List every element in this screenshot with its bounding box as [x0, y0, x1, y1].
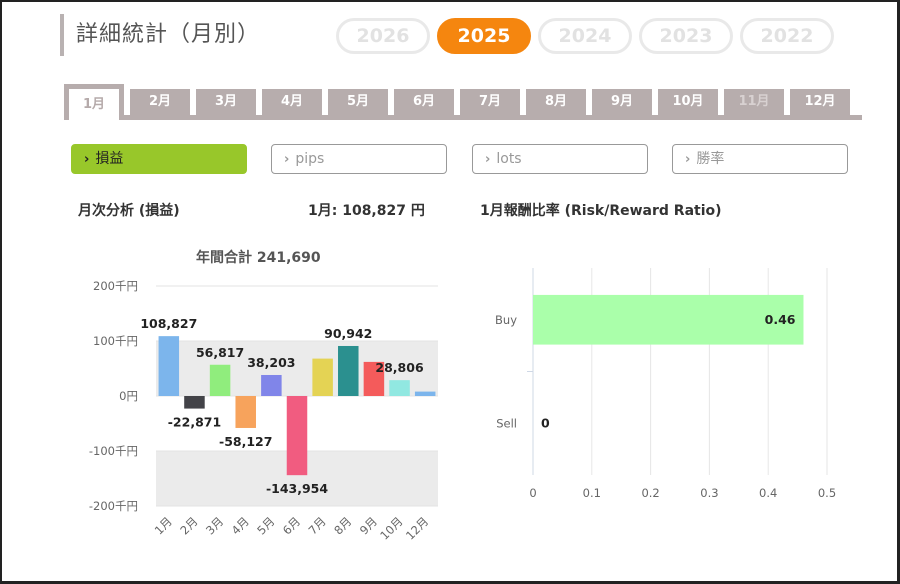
tab-month-6[interactable]: 6月 [394, 89, 454, 115]
chevron-right-icon: › [284, 152, 290, 167]
x-tick-label: 8月 [331, 514, 354, 537]
year-button-2022[interactable]: 2022 [740, 18, 834, 54]
data-label: 38,203 [247, 355, 295, 370]
x-tick-label: 3月 [203, 514, 226, 537]
x-tick-label: 7月 [306, 514, 329, 537]
bar-3月 [209, 364, 231, 396]
x-tick-label: 5月 [254, 514, 277, 537]
year-button-2026[interactable]: 2026 [336, 18, 430, 54]
data-label: -58,127 [219, 434, 272, 449]
metric-label: pips [295, 151, 325, 167]
y-tick-label: -200千円 [89, 499, 138, 513]
metric-button-winrate[interactable]: › 勝率 [672, 144, 848, 174]
bar-8月 [338, 345, 359, 396]
tab-month-5[interactable]: 5月 [328, 89, 388, 115]
category-label: Buy [495, 313, 517, 327]
tab-month-7[interactable]: 7月 [460, 89, 520, 115]
metric-button-profit[interactable]: › 損益 [71, 144, 247, 174]
data-label: -22,871 [168, 415, 221, 430]
chevron-right-icon: › [84, 152, 90, 167]
bar-12月 [414, 391, 436, 396]
x-tick-label: 0.1 [583, 486, 601, 500]
x-tick-label: 1月 [152, 514, 175, 537]
metric-label: 損益 [95, 151, 124, 167]
bar-10月 [389, 380, 410, 396]
month-tabs: 1月 2月 3月 4月 5月 6月 7月 8月 9月 10月 11月 12月 [64, 84, 862, 120]
x-tick-label: 6月 [280, 514, 303, 537]
y-tick-label: -100千円 [89, 444, 138, 458]
x-tick-label: 4月 [229, 514, 252, 537]
annual-total: 年間合計 241,690 [196, 250, 321, 266]
tab-month-8[interactable]: 8月 [526, 89, 586, 115]
page-title-block: 詳細統計（月別） [60, 14, 260, 56]
x-tick-label: 0.4 [759, 486, 777, 500]
year-button-2024[interactable]: 2024 [538, 18, 632, 54]
risk-reward-title: 1月報酬比率 (Risk/Reward Ratio) [480, 203, 722, 219]
y-tick-label: 100千円 [93, 334, 138, 348]
data-label: 28,806 [375, 360, 424, 375]
bar-9月 [363, 361, 385, 396]
x-tick-label: 9月 [357, 514, 380, 537]
metric-label: lots [496, 151, 522, 167]
month-value: 1月: 108,827 円 [308, 203, 425, 219]
x-tick-label: 2月 [177, 514, 200, 537]
x-tick-label: 10月 [377, 514, 405, 542]
data-label: 56,817 [196, 345, 244, 360]
tab-month-11[interactable]: 11月 [724, 89, 784, 115]
tab-month-1[interactable]: 1月 [64, 84, 124, 120]
chevron-right-icon: › [685, 152, 691, 167]
metric-button-pips[interactable]: › pips [271, 144, 447, 174]
tab-month-10[interactable]: 10月 [658, 89, 718, 115]
data-label: -143,954 [266, 481, 328, 496]
bar-7月 [312, 358, 333, 396]
y-tick-label: 200千円 [93, 279, 138, 293]
x-tick-label: 0.5 [818, 486, 836, 500]
chevron-right-icon: › [485, 152, 491, 167]
x-tick-label: 0 [529, 486, 536, 500]
analysis-title: 月次分析 (損益) [78, 203, 180, 219]
x-tick-label: 0.2 [641, 486, 659, 500]
risk-reward-chart: 0 0.1 0.2 0.3 0.4 0.5 Buy 0.46 Sell 0 [495, 268, 836, 500]
tab-month-2[interactable]: 2月 [130, 89, 190, 115]
bar-2月 [184, 396, 205, 409]
data-label: 0.46 [765, 312, 796, 327]
metric-button-lots[interactable]: › lots [472, 144, 648, 174]
data-label: 0 [541, 415, 550, 430]
bar-6月 [286, 396, 308, 476]
metric-label: 勝率 [696, 151, 725, 167]
x-tick-label: 0.3 [700, 486, 718, 500]
tab-month-12[interactable]: 12月 [790, 89, 850, 115]
x-tick-label: 12月 [403, 514, 431, 542]
year-button-2023[interactable]: 2023 [639, 18, 733, 54]
bar-4月 [235, 396, 256, 428]
y-tick-label: 0円 [119, 389, 138, 403]
bar-5月 [261, 374, 282, 396]
bar-1月 [158, 336, 180, 396]
page-title: 詳細統計（月別） [76, 22, 261, 47]
data-label: 108,827 [140, 316, 197, 331]
monthly-pnl-chart: 200千円 100千円 0円 -100千円 -200千円 108,827 1月 -22,871… [89, 279, 438, 543]
tab-month-3[interactable]: 3月 [196, 89, 256, 115]
year-selector: 2026 2025 2024 2023 2022 [336, 18, 834, 54]
tab-month-4[interactable]: 4月 [262, 89, 322, 115]
tab-month-9[interactable]: 9月 [592, 89, 652, 115]
bar-Buy [533, 294, 804, 345]
data-label: 90,942 [324, 326, 372, 341]
year-button-2025[interactable]: 2025 [437, 18, 531, 54]
category-label: Sell [496, 416, 517, 430]
